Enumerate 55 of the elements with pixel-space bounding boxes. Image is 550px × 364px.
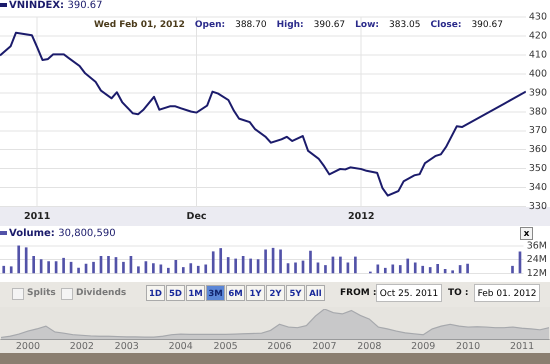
text: Splits — [27, 288, 56, 298]
y-tick-label: 330 — [528, 201, 548, 212]
x-tick-label: 2006 — [267, 340, 292, 352]
text: FROM : — [340, 288, 376, 298]
text: 2Y — [266, 285, 285, 301]
x-tick-label: 2011 — [24, 210, 50, 222]
text: All — [306, 285, 325, 301]
y-tick-label: 24M — [526, 254, 548, 266]
text: 5D — [166, 285, 185, 301]
x-tick-label: 2008 — [357, 340, 382, 352]
annotation: 383.05 — [389, 20, 421, 30]
y-tick-label: 360 — [528, 144, 548, 156]
y-tick-label: 420 — [528, 30, 548, 42]
annotation: Close: — [430, 20, 462, 30]
text: TO : — [448, 288, 469, 298]
y-tick-label: 390 — [528, 87, 548, 98]
text: 1D — [146, 285, 165, 301]
text: x — [520, 227, 533, 240]
y-tick-label: 430 — [528, 11, 548, 22]
text: 3M — [206, 285, 225, 301]
x-tick-label: 2000 — [16, 340, 40, 352]
x-tick-label: 2002 — [70, 340, 94, 352]
x-tick-label: 2004 — [168, 340, 193, 352]
annotation: High: — [276, 20, 304, 30]
annotation: Open: — [194, 20, 226, 30]
text: Oct 25. 2011 — [376, 284, 442, 302]
text: 1Y — [246, 285, 265, 301]
annotation: 390.67 — [471, 20, 503, 30]
annotation: 388.70 — [235, 20, 267, 30]
y-tick-label: 350 — [528, 163, 548, 174]
y-tick-label: 410 — [528, 49, 548, 60]
x-tick-label: 2011 — [510, 340, 534, 352]
x-tick-label: 2009 — [411, 340, 436, 352]
annotation: Wed Feb 01, 2012 — [94, 20, 185, 30]
x-tick-label: 2007 — [312, 340, 337, 352]
y-tick-label: 340 — [528, 182, 548, 194]
text: Feb 01. 2012 — [474, 284, 540, 302]
chart-title: Volume: 30,800,590 — [9, 228, 116, 239]
text: Dividends — [76, 288, 126, 298]
y-tick-label: 36M — [526, 240, 548, 252]
x-tick-label: 2005 — [213, 340, 238, 352]
y-tick-label: 380 — [528, 106, 548, 118]
y-tick-label: 12M — [526, 268, 548, 279]
x-tick-label: 2003 — [114, 340, 139, 352]
x-tick-label: 2010 — [456, 340, 480, 352]
y-tick-label: 400 — [528, 68, 548, 80]
chart-title: VNINDEX: 390.67 — [9, 0, 103, 11]
annotation: Low: — [355, 20, 380, 30]
text: 5Y — [286, 285, 305, 301]
text: 1M — [186, 285, 205, 301]
x-tick-label: Dec — [186, 210, 207, 222]
y-tick-label: 370 — [528, 125, 548, 136]
x-tick-label: 2012 — [348, 210, 374, 222]
annotation: 390.67 — [314, 20, 346, 30]
text: 6M — [226, 285, 245, 301]
